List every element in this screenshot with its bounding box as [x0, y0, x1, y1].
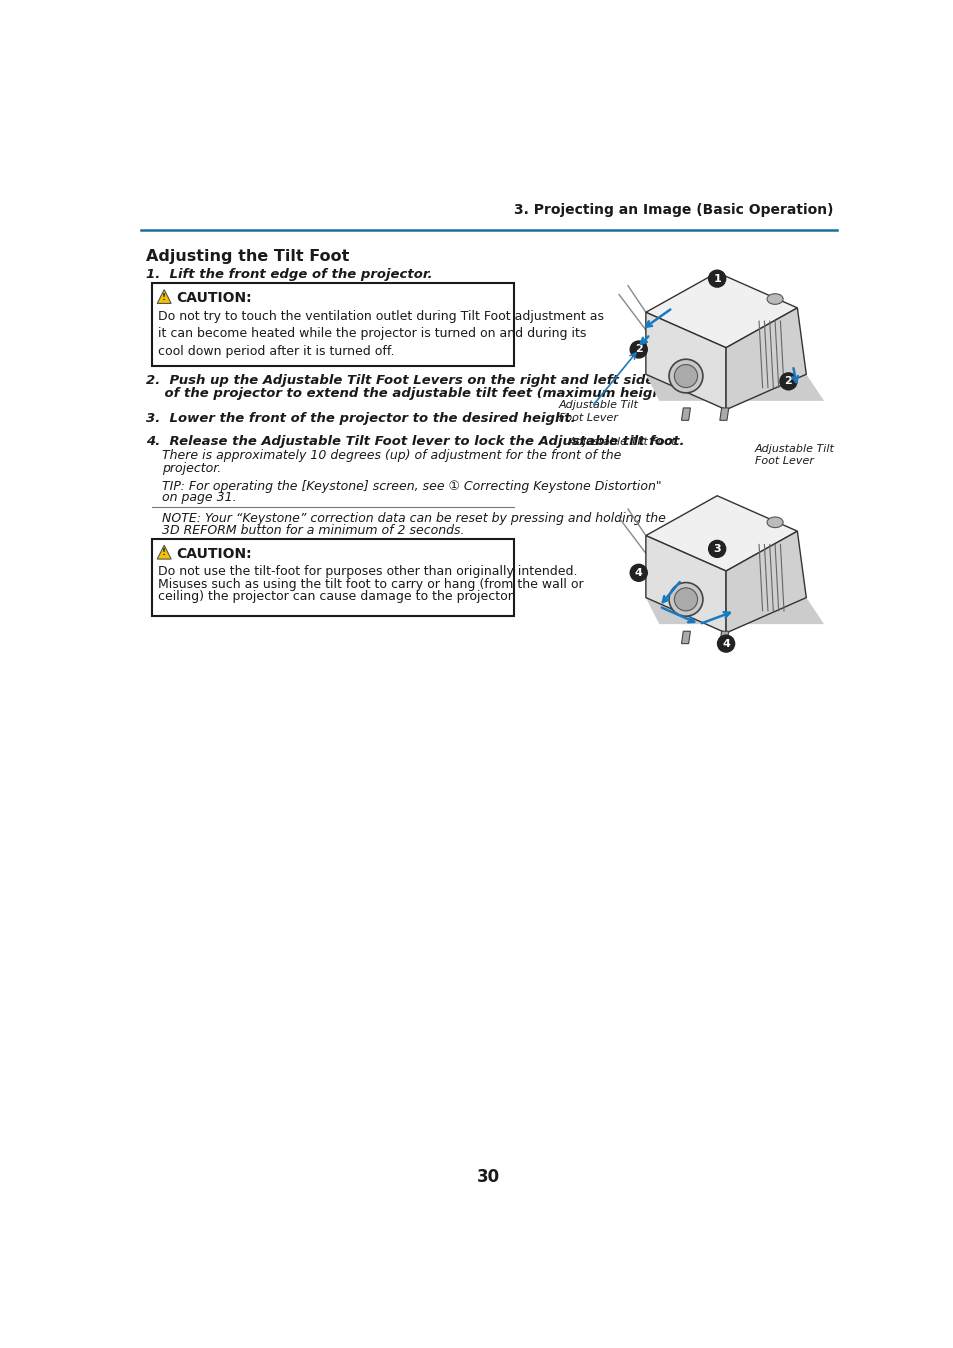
Text: Adjustable Tilt
Foot Lever: Adjustable Tilt Foot Lever: [754, 443, 834, 466]
Text: projector.: projector.: [162, 462, 221, 474]
Polygon shape: [645, 597, 823, 634]
Text: of the projector to extend the adjustable tilt feet (maximum height).: of the projector to extend the adjustabl…: [146, 387, 679, 400]
FancyBboxPatch shape: [152, 283, 514, 365]
Polygon shape: [157, 545, 171, 559]
Text: 4: 4: [634, 568, 642, 578]
Circle shape: [708, 270, 725, 287]
Text: 30: 30: [476, 1167, 500, 1186]
Text: 1: 1: [713, 274, 720, 283]
Ellipse shape: [766, 518, 782, 527]
Polygon shape: [645, 375, 823, 410]
Text: 4.  Release the Adjustable Tilt Foot lever to lock the Adjustable tilt foot.: 4. Release the Adjustable Tilt Foot leve…: [146, 435, 684, 448]
Text: 2: 2: [783, 376, 792, 387]
Text: Adjustable Tilt
Foot Lever: Adjustable Tilt Foot Lever: [558, 400, 638, 423]
Text: ceiling) the projector can cause damage to the projector.: ceiling) the projector can cause damage …: [158, 590, 516, 603]
Text: 3D REFORM button for a minimum of 2 seconds.: 3D REFORM button for a minimum of 2 seco…: [162, 524, 464, 538]
Text: Adjusting the Tilt Foot: Adjusting the Tilt Foot: [146, 249, 350, 264]
Text: CAUTION:: CAUTION:: [175, 291, 252, 305]
Circle shape: [708, 541, 725, 557]
Text: There is approximately 10 degrees (up) of adjustment for the front of the: There is approximately 10 degrees (up) o…: [162, 449, 620, 462]
Polygon shape: [645, 535, 725, 634]
Polygon shape: [680, 631, 690, 643]
Circle shape: [630, 565, 646, 581]
Text: on page 31.: on page 31.: [162, 491, 236, 504]
Polygon shape: [725, 307, 805, 410]
Text: Do not use the tilt-foot for purposes other than originally intended.: Do not use the tilt-foot for purposes ot…: [158, 565, 577, 578]
Polygon shape: [157, 290, 171, 303]
Ellipse shape: [668, 582, 702, 616]
Text: NOTE: Your “Keystone” correction data can be reset by pressing and holding the: NOTE: Your “Keystone” correction data ca…: [162, 512, 665, 526]
Text: 1.  Lift the front edge of the projector.: 1. Lift the front edge of the projector.: [146, 268, 433, 280]
Polygon shape: [645, 272, 797, 348]
Polygon shape: [725, 531, 805, 634]
Text: 3. Projecting an Image (Basic Operation): 3. Projecting an Image (Basic Operation): [514, 204, 833, 217]
Polygon shape: [720, 408, 728, 421]
Text: 4: 4: [721, 639, 729, 648]
Text: Adjustable Tilt Foot: Adjustable Tilt Foot: [568, 437, 676, 448]
Circle shape: [780, 373, 796, 390]
Ellipse shape: [766, 294, 782, 305]
Ellipse shape: [674, 588, 697, 611]
Circle shape: [717, 635, 734, 652]
Text: 2.  Push up the Adjustable Tilt Foot Levers on the right and left sides: 2. Push up the Adjustable Tilt Foot Leve…: [146, 373, 662, 387]
Ellipse shape: [674, 364, 697, 388]
Text: 2: 2: [634, 345, 642, 355]
Text: 3: 3: [713, 543, 720, 554]
Text: Do not try to touch the ventilation outlet during Tilt Foot adjustment as
it can: Do not try to touch the ventilation outl…: [158, 310, 603, 357]
Circle shape: [630, 341, 646, 359]
Text: 3.  Lower the front of the projector to the desired height.: 3. Lower the front of the projector to t…: [146, 412, 576, 425]
Polygon shape: [720, 631, 728, 643]
Text: !: !: [162, 293, 166, 302]
FancyBboxPatch shape: [152, 539, 514, 616]
Polygon shape: [680, 408, 690, 421]
Text: CAUTION:: CAUTION:: [175, 547, 252, 561]
Text: TIP: For operating the [Keystone] screen, see ① Correcting Keystone Distortion": TIP: For operating the [Keystone] screen…: [162, 480, 660, 493]
Polygon shape: [645, 313, 725, 410]
Ellipse shape: [668, 359, 702, 392]
Text: Misuses such as using the tilt foot to carry or hang (from the wall or: Misuses such as using the tilt foot to c…: [158, 577, 583, 590]
Polygon shape: [645, 496, 797, 572]
Text: !: !: [162, 549, 166, 558]
